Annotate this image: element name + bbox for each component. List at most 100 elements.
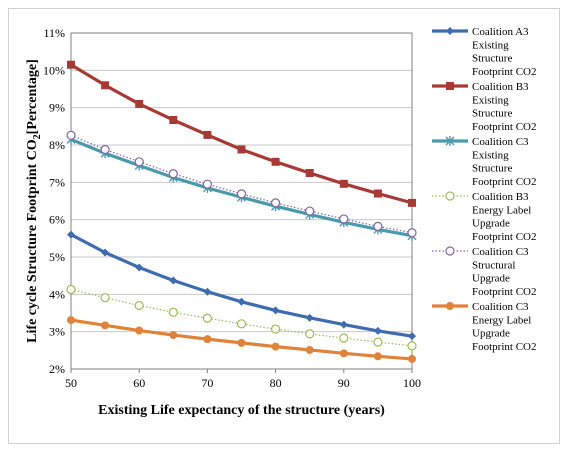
data-point (445, 246, 455, 256)
legend-entry: Coalition C3 Existing Structure Footprint C… (432, 136, 536, 188)
data-point (134, 300, 144, 311)
line-chart: 2% 3% 4% 5% 6% 7% 8% 9% 10% 11% 50 60 70 80 90 100 Coa… (25, 26, 536, 418)
x-tick-label: 60 (133, 376, 145, 390)
chart-frame: 2% 3% 4% 5% 6% 7% 8% 9% 10% 11% 50 60 70 80 90 100 Coa… (8, 8, 560, 444)
legend-label: Coalition C3 Existing Structure Footprint C… (472, 136, 536, 188)
legend: Coalition A3 Existing Structure Footprint C… (432, 26, 536, 353)
data-point (202, 313, 212, 323)
data-point (236, 189, 247, 199)
data-point (237, 297, 246, 306)
data-point (203, 287, 212, 296)
data-point (339, 349, 348, 358)
data-point (373, 326, 382, 335)
y-tick-label: 6% (49, 213, 65, 227)
data-point (373, 352, 382, 361)
data-point (66, 284, 76, 295)
data-point (203, 130, 212, 139)
data-point (101, 321, 110, 330)
x-axis-ticks: 50 60 70 80 90 100 (65, 369, 421, 390)
data-point (168, 169, 178, 179)
data-point (135, 263, 144, 272)
y-tick-label: 7% (49, 175, 65, 189)
data-point (202, 179, 212, 189)
series-2 (67, 60, 416, 207)
x-tick-label: 70 (201, 376, 213, 390)
legend-entry: Coalition C3 Structural Upgrade Footprint C… (432, 246, 536, 298)
data-point (407, 228, 417, 238)
series-4 (66, 284, 417, 351)
data-point (446, 82, 454, 90)
series-5 (66, 130, 417, 238)
data-point (67, 60, 75, 69)
y-axis-ticks: 2% 3% 4% 5% 6% 7% 8% 9% 10% 11% (43, 26, 65, 376)
data-point (169, 331, 178, 340)
data-point (101, 248, 110, 257)
data-point (168, 307, 178, 317)
y-tick-label: 5% (49, 250, 65, 264)
data-point (271, 342, 280, 351)
data-point (408, 198, 416, 207)
data-point (445, 136, 455, 146)
legend-label: Coalition C3 Structural Upgrade Footprint C… (472, 246, 536, 298)
x-tick-label: 90 (338, 376, 350, 390)
legend-label: Coalition A3 Existing Structure Footprint C… (472, 26, 536, 78)
data-point (373, 221, 383, 231)
data-point (134, 157, 144, 167)
data-point (100, 293, 110, 303)
data-point (446, 27, 454, 35)
y-axis-title-main: Life cycle Structure Footprint CO (25, 139, 40, 343)
y-tick-label: 2% (49, 362, 65, 376)
data-point (305, 345, 314, 354)
y-tick-label: 8% (49, 138, 65, 152)
legend-entry: Coalition C3 Energy Label Upgrade Footprint… (432, 301, 536, 353)
data-point (271, 324, 281, 334)
data-point (305, 329, 315, 339)
data-point (236, 319, 247, 329)
data-point (101, 81, 110, 90)
data-point (135, 99, 144, 108)
data-point (203, 335, 212, 344)
data-point (407, 341, 417, 351)
legend-label: Coalition B3 Existing Structure Footprint C… (472, 81, 536, 133)
legend-entry: Coalition B3 Existing Structure Footprint C… (432, 81, 536, 133)
y-axis-title-subscript: 2 (32, 134, 43, 139)
data-point (339, 320, 348, 329)
data-point (135, 326, 144, 335)
x-tick-label: 100 (403, 376, 421, 390)
data-point (446, 302, 454, 310)
data-point (373, 189, 382, 198)
y-tick-label: 10% (43, 63, 65, 77)
x-tick-label: 50 (65, 376, 77, 390)
data-point (339, 179, 348, 188)
data-point (339, 214, 349, 224)
data-point (169, 115, 178, 124)
y-tick-label: 11% (43, 26, 65, 40)
data-point (271, 198, 281, 208)
y-axis-title: Life cycle Structure Footprint CO2[Perce… (25, 59, 43, 343)
data-point (445, 191, 455, 201)
data-point (339, 333, 349, 343)
data-point (271, 306, 280, 315)
y-tick-label: 9% (49, 101, 65, 115)
data-point (67, 316, 75, 325)
legend-entry: Coalition B3 Energy Label Upgrade Footprint… (432, 191, 536, 243)
data-point (408, 354, 416, 363)
data-point (408, 332, 416, 341)
legend-label: Coalition B3 Energy Label Upgrade Footprint… (472, 191, 536, 243)
data-point (237, 145, 246, 154)
y-axis-title-tail: [Percentage] (25, 59, 40, 134)
series-6 (67, 316, 416, 363)
series-1 (67, 230, 416, 341)
x-tick-label: 80 (270, 376, 282, 390)
data-point (66, 130, 76, 140)
y-tick-label: 3% (49, 325, 65, 339)
data-point (100, 144, 110, 155)
data-point (237, 338, 246, 347)
data-point (373, 337, 383, 347)
data-point (271, 157, 280, 166)
series-group (66, 60, 417, 363)
data-point (305, 313, 314, 322)
data-point (169, 276, 178, 285)
legend-entry: Coalition A3 Existing Structure Footprint C… (432, 26, 536, 78)
data-point (305, 169, 314, 177)
